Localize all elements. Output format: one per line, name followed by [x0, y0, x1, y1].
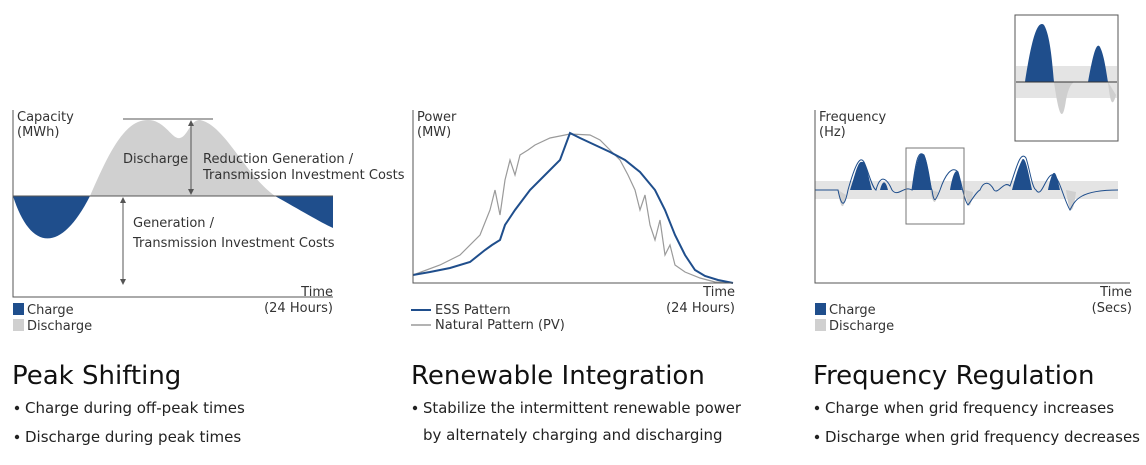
- renewable-panel: Power (MW) Time (24 Hours) ESS Pattern N…: [411, 110, 742, 444]
- charge-area: [1025, 24, 1108, 82]
- legend-label: Discharge: [829, 319, 894, 334]
- axis-label: Time: [1099, 285, 1132, 300]
- legend-swatch: [815, 319, 826, 331]
- axis-label: (Hz): [819, 125, 846, 140]
- bullet-text: Charge during off-peak times: [25, 399, 245, 417]
- axis-label: Time: [300, 285, 333, 300]
- frequency-panel: Frequency (Hz) Time (Secs) Charge Discha…: [813, 14, 1140, 446]
- annotation: Generation /: [133, 216, 215, 231]
- bullet: [14, 405, 20, 411]
- discharge-area: [90, 120, 275, 196]
- bullet-text: by alternately charging and discharging: [423, 426, 723, 444]
- axis-label: (MW): [417, 125, 451, 140]
- panel-title: Renewable Integration: [411, 361, 705, 391]
- frequency-wave: [815, 153, 1119, 212]
- annotation: Transmission Investment Costs: [132, 236, 335, 251]
- zoom-box: [905, 147, 965, 225]
- panel-title: Peak Shifting: [12, 361, 181, 391]
- axis-label: Capacity: [17, 110, 74, 125]
- legend-label: Charge: [27, 303, 74, 318]
- bullet: [814, 405, 820, 411]
- axis-label: (24 Hours): [264, 301, 333, 316]
- peak-shifting-panel: Capacity (MWh) Discharge Reduction Gener…: [12, 110, 405, 446]
- charge-area: [275, 196, 333, 228]
- bullet-text: Discharge when grid frequency decreases: [825, 428, 1140, 446]
- annotation: Transmission Investment Costs: [202, 168, 405, 183]
- axes: [412, 110, 733, 284]
- bullet-text: Charge when grid frequency increases: [825, 399, 1114, 417]
- legend-swatch: [13, 303, 24, 315]
- legend-label: Natural Pattern (PV): [435, 318, 565, 333]
- axis-label: (Secs): [1092, 301, 1132, 316]
- bullet: [814, 434, 820, 440]
- axis-label: Power: [417, 110, 457, 125]
- annotation: Reduction Generation /: [203, 152, 354, 167]
- axes: [12, 110, 333, 298]
- bullet: [412, 405, 418, 411]
- band: [815, 181, 1118, 199]
- annotation: Discharge: [123, 152, 188, 167]
- axes: [814, 110, 1130, 284]
- bullet: [14, 434, 20, 440]
- legend-label: Charge: [829, 303, 876, 318]
- axis-label: (MWh): [17, 125, 59, 140]
- discharge-area: [1054, 82, 1116, 115]
- bullet-text: Stabilize the intermittent renewable pow…: [423, 399, 742, 417]
- axis-label: (24 Hours): [666, 301, 735, 316]
- legend-label: ESS Pattern: [435, 303, 511, 318]
- ess-pattern: [412, 131, 734, 284]
- pv-pattern: [412, 133, 734, 284]
- charge-area: [13, 196, 90, 239]
- panel-title: Frequency Regulation: [813, 361, 1094, 391]
- charge-area: [850, 153, 1060, 190]
- axis-label: Time: [702, 285, 735, 300]
- legend-label: Discharge: [27, 319, 92, 334]
- legend-swatch: [13, 319, 24, 331]
- bullet-text: Discharge during peak times: [25, 428, 241, 446]
- axis-label: Frequency: [819, 110, 886, 125]
- legend-swatch: [815, 303, 826, 315]
